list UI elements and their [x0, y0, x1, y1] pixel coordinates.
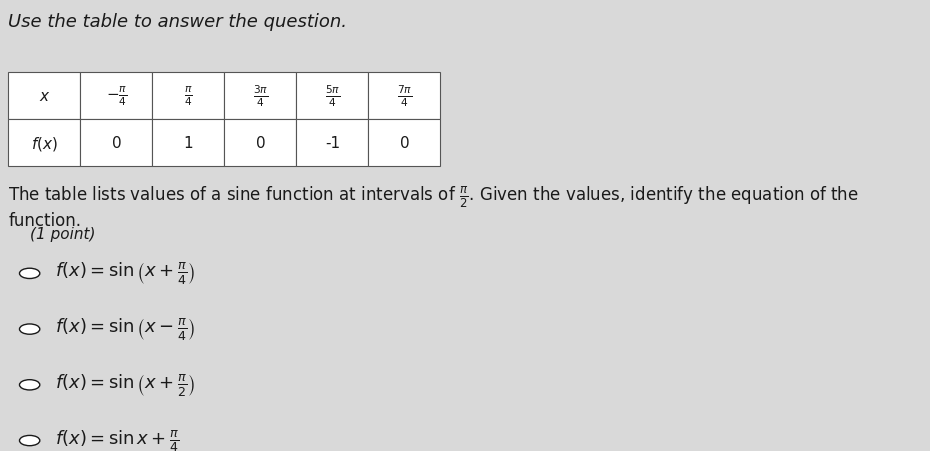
Text: -1: -1	[325, 136, 340, 151]
Bar	[81, 73, 153, 120]
Text: $-\frac{\pi}{4}$: $-\frac{\pi}{4}$	[106, 84, 127, 108]
Text: 1: 1	[183, 136, 193, 151]
Bar	[153, 73, 224, 120]
Circle shape	[20, 435, 40, 446]
Text: (1 point): (1 point)	[30, 227, 95, 242]
Text: Use the table to answer the question.: Use the table to answer the question.	[8, 13, 348, 31]
Text: $f(x) = \sin\left(x + \frac{\pi}{2}\right)$: $f(x) = \sin\left(x + \frac{\pi}{2}\righ…	[55, 372, 195, 398]
Circle shape	[20, 324, 40, 335]
Bar	[224, 73, 297, 120]
Text: $x$: $x$	[39, 89, 50, 104]
Text: $\frac{\pi}{4}$: $\frac{\pi}{4}$	[184, 84, 193, 108]
Text: 0: 0	[112, 136, 121, 151]
Text: $\frac{3\pi}{4}$: $\frac{3\pi}{4}$	[253, 83, 268, 109]
Text: $\frac{5\pi}{4}$: $\frac{5\pi}{4}$	[325, 83, 340, 109]
Bar	[368, 73, 441, 120]
Text: $f(x)$: $f(x)$	[31, 134, 58, 152]
Bar	[368, 120, 441, 167]
Bar	[297, 73, 368, 120]
Text: 0: 0	[400, 136, 409, 151]
Bar	[297, 120, 368, 167]
Text: $\frac{7\pi}{4}$: $\frac{7\pi}{4}$	[397, 83, 412, 109]
Circle shape	[20, 380, 40, 390]
Bar	[153, 120, 224, 167]
Bar	[8, 73, 81, 120]
Text: $f(x) = \sin\left(x + \frac{\pi}{4}\right)$: $f(x) = \sin\left(x + \frac{\pi}{4}\righ…	[55, 261, 195, 287]
Text: $f(x) = \sin\left(x - \frac{\pi}{4}\right)$: $f(x) = \sin\left(x - \frac{\pi}{4}\righ…	[55, 317, 195, 342]
Bar	[224, 120, 297, 167]
Bar	[8, 120, 81, 167]
Circle shape	[20, 269, 40, 279]
Text: 0: 0	[256, 136, 265, 151]
Bar	[81, 120, 153, 167]
Text: The table lists values of a sine function at intervals of $\frac{\pi}{2}$. Given: The table lists values of a sine functio…	[8, 184, 859, 230]
Text: $f(x) = \sin x + \frac{\pi}{4}$: $f(x) = \sin x + \frac{\pi}{4}$	[55, 428, 179, 451]
